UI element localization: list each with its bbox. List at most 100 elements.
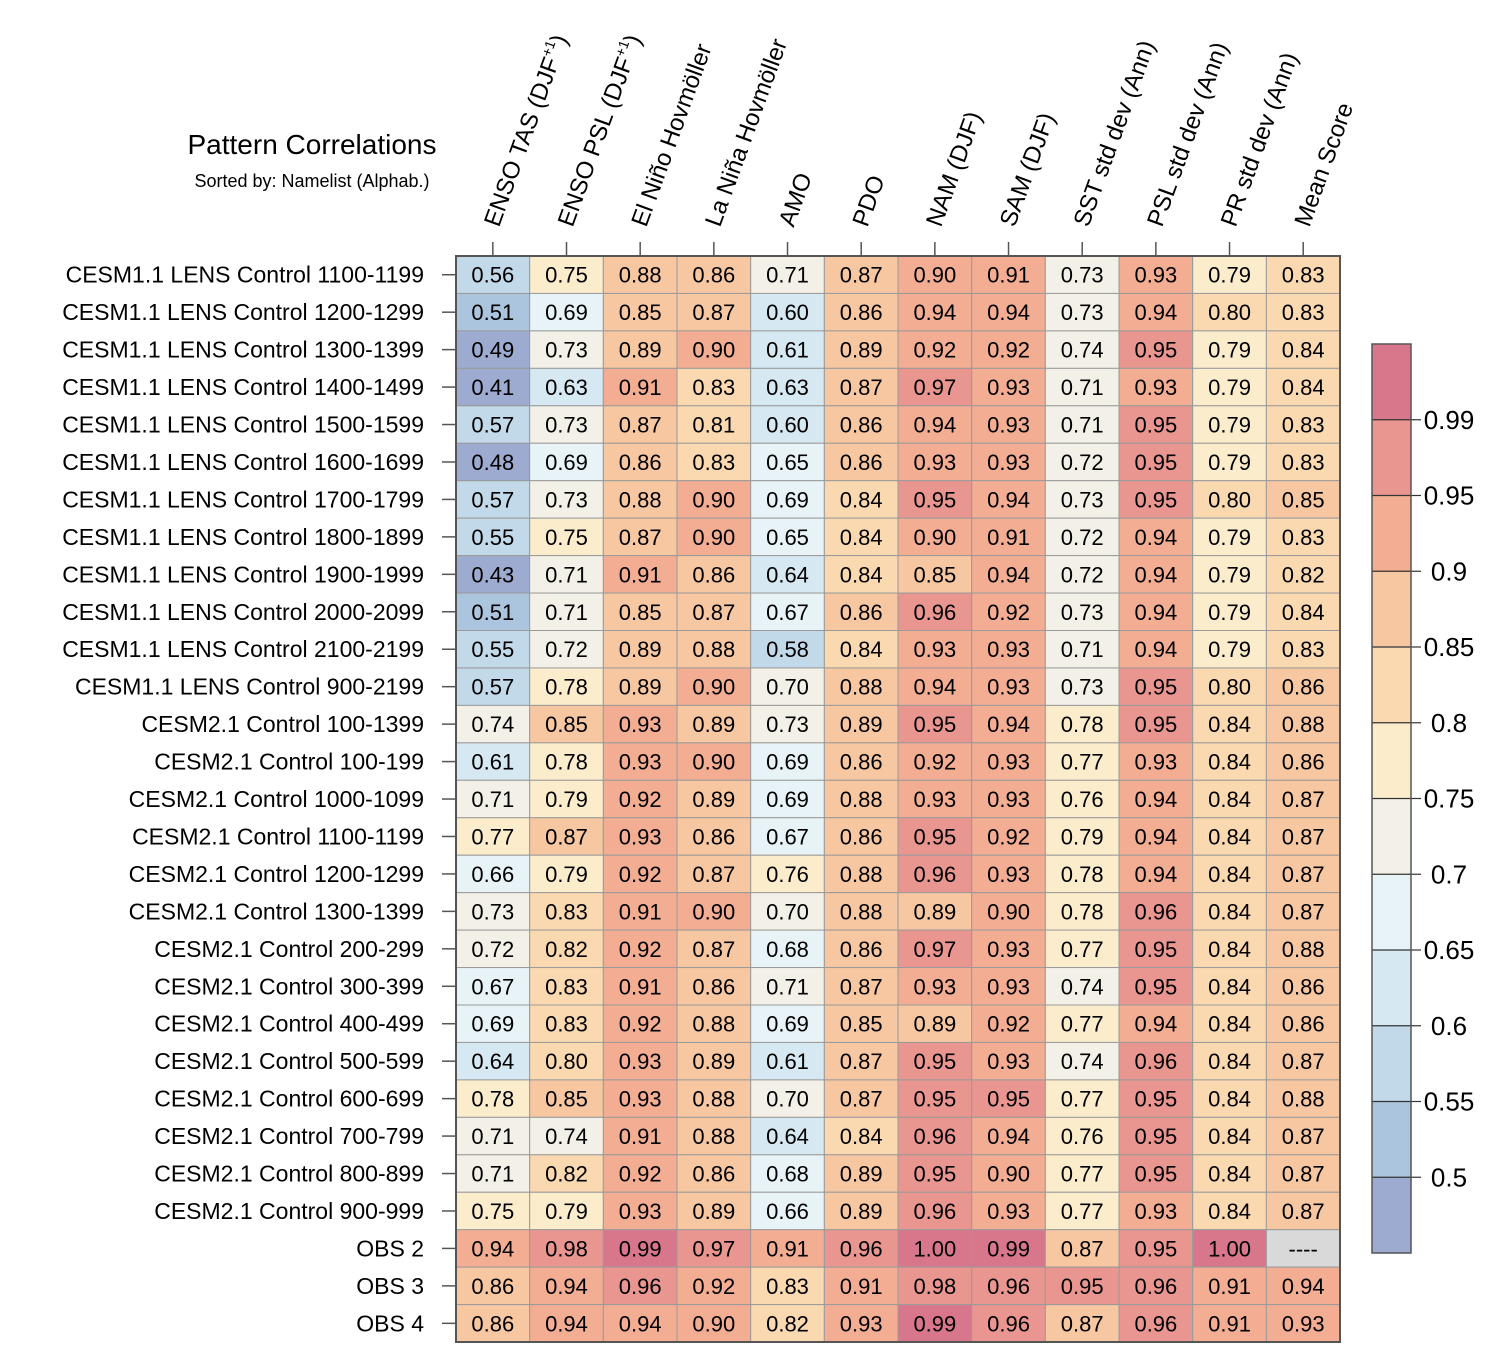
heatmap-cell bbox=[676, 1304, 752, 1343]
cell-value-label: 0.79 bbox=[1208, 637, 1251, 662]
heatmap-cell bbox=[676, 1116, 752, 1156]
heatmap-cell bbox=[1118, 255, 1194, 294]
cell-value-label: 0.85 bbox=[840, 1012, 883, 1037]
cell-value-label: 0.84 bbox=[1208, 899, 1251, 924]
row-label: CESM2.1 Control 300-399 bbox=[154, 973, 424, 999]
heatmap-cell bbox=[750, 592, 825, 631]
cell-value-label: 0.95 bbox=[1134, 413, 1177, 438]
heatmap-cell bbox=[1265, 255, 1341, 294]
cell-value-label: 0.96 bbox=[1134, 1311, 1177, 1336]
cell-value-label: 0.87 bbox=[619, 413, 662, 438]
cell-value-label: 0.93 bbox=[619, 1087, 662, 1112]
cell-value-label: 0.89 bbox=[913, 1012, 956, 1037]
row-label: CESM2.1 Control 600-699 bbox=[154, 1086, 424, 1112]
cell-value-label: 0.78 bbox=[545, 750, 588, 775]
cell-value-label: 0.71 bbox=[471, 1124, 514, 1149]
cell-value-label: 0.67 bbox=[471, 974, 514, 999]
heatmap-cell bbox=[602, 592, 678, 631]
chart-title: Pattern Correlations bbox=[187, 129, 436, 160]
column-label: AMO bbox=[774, 169, 818, 230]
column-label-text: SAM (DJF) bbox=[995, 109, 1061, 230]
heatmap-cell bbox=[455, 442, 531, 482]
column-label: SAM (DJF) bbox=[995, 109, 1061, 230]
cell-value-label: 0.60 bbox=[766, 300, 809, 325]
cell-value-label: 0.79 bbox=[1208, 338, 1251, 363]
row-labels: CESM1.1 LENS Control 1100-1199 CESM1.1 LE… bbox=[62, 262, 456, 1336]
heatmap-cell bbox=[1265, 330, 1341, 369]
heatmap-cell bbox=[971, 555, 1046, 594]
heatmap-cell bbox=[1118, 779, 1194, 819]
cell-value-label: 0.83 bbox=[766, 1274, 809, 1299]
cell-value-label: 0.85 bbox=[619, 300, 662, 325]
column-label-text: SST std dev (Ann) bbox=[1068, 37, 1160, 230]
cell-value-label: 0.78 bbox=[1061, 899, 1104, 924]
cell-value-label: 0.93 bbox=[987, 413, 1030, 438]
cell-value-label: 0.94 bbox=[987, 300, 1030, 325]
cell-value-label: 0.77 bbox=[1061, 1087, 1104, 1112]
heatmap-cell bbox=[1044, 667, 1120, 706]
heatmap-cell bbox=[1044, 555, 1120, 594]
heatmap-cell bbox=[1118, 1004, 1194, 1043]
cell-value-label: 0.93 bbox=[1134, 1199, 1177, 1224]
cell-value-label: 0.71 bbox=[766, 263, 809, 288]
heatmap-cell bbox=[1192, 442, 1267, 482]
colorbar-bin bbox=[1372, 798, 1411, 875]
heatmap-cell bbox=[455, 630, 531, 669]
cell-value-label: 0.89 bbox=[692, 1049, 735, 1074]
row-label: CESM1.1 LENS Control 1200-1299 bbox=[62, 299, 424, 325]
cell-value-label: 0.64 bbox=[766, 1124, 809, 1149]
heatmap-cell bbox=[1265, 1266, 1341, 1306]
colorbar-bin bbox=[1372, 1025, 1411, 1102]
cell-value-label: 0.90 bbox=[987, 1162, 1030, 1187]
cell-value-label: 0.83 bbox=[1282, 263, 1325, 288]
cell-value-label: 0.87 bbox=[1282, 1049, 1325, 1074]
cell-value-label: 0.93 bbox=[987, 1049, 1030, 1074]
colorbar-tick-label: 0.9 bbox=[1431, 556, 1467, 586]
cell-value-label: 0.91 bbox=[619, 562, 662, 587]
cell-value-label: 0.82 bbox=[766, 1311, 809, 1336]
cell-value-label: 0.84 bbox=[840, 637, 883, 662]
heatmap-cell bbox=[529, 1116, 604, 1156]
column-label-text: El Niño Hovmöller bbox=[626, 40, 717, 230]
cell-value-label: 0.93 bbox=[1134, 375, 1177, 400]
heatmap-cell bbox=[602, 555, 678, 594]
cell-value-label: 0.72 bbox=[1061, 562, 1104, 587]
cell-value-label: 0.94 bbox=[471, 1236, 514, 1261]
heatmap-cell bbox=[529, 929, 604, 969]
cell-value-label: 0.95 bbox=[1134, 712, 1177, 737]
heatmap-cell bbox=[823, 1004, 899, 1043]
heatmap-cell bbox=[1118, 405, 1194, 444]
cell-value-label: 0.89 bbox=[692, 1199, 735, 1224]
cell-value-label: 0.83 bbox=[1282, 300, 1325, 325]
cell-value-label: 0.98 bbox=[913, 1274, 956, 1299]
cell-value-label: 0.94 bbox=[987, 712, 1030, 737]
heatmap-cell bbox=[1192, 854, 1267, 894]
heatmap-cell bbox=[676, 1229, 752, 1268]
cell-value-label: 0.91 bbox=[1208, 1311, 1251, 1336]
heatmap-cell bbox=[1118, 742, 1194, 781]
cell-value-label: 0.96 bbox=[987, 1274, 1030, 1299]
cell-value-label: 0.67 bbox=[766, 824, 809, 849]
heatmap-cell bbox=[823, 742, 899, 781]
heatmap-cell bbox=[750, 555, 825, 594]
heatmap-cell bbox=[529, 817, 604, 856]
heatmap-cell bbox=[1118, 330, 1194, 369]
cell-value-label: 0.79 bbox=[1208, 263, 1251, 288]
cell-value-label: 0.95 bbox=[1134, 1087, 1177, 1112]
cell-value-label: 0.99 bbox=[619, 1236, 662, 1261]
cell-value-label: 0.83 bbox=[1282, 637, 1325, 662]
cell-value-label: 0.87 bbox=[1061, 1236, 1104, 1261]
heatmap-cell bbox=[971, 330, 1046, 369]
heatmap-cell bbox=[1044, 1004, 1120, 1043]
cell-value-label: 0.75 bbox=[545, 263, 588, 288]
cell-value-label: 0.90 bbox=[987, 899, 1030, 924]
heatmap-cell bbox=[1044, 592, 1120, 631]
cell-value-label: 0.87 bbox=[840, 1049, 883, 1074]
heatmap-cell bbox=[455, 1116, 531, 1156]
colorbar-tick-label: 0.6 bbox=[1431, 1011, 1467, 1041]
row-label: CESM2.1 Control 200-299 bbox=[154, 936, 424, 962]
cell-value-label: 0.87 bbox=[692, 600, 735, 625]
cell-value-label: 0.93 bbox=[913, 787, 956, 812]
heatmap-cell bbox=[1044, 929, 1120, 969]
